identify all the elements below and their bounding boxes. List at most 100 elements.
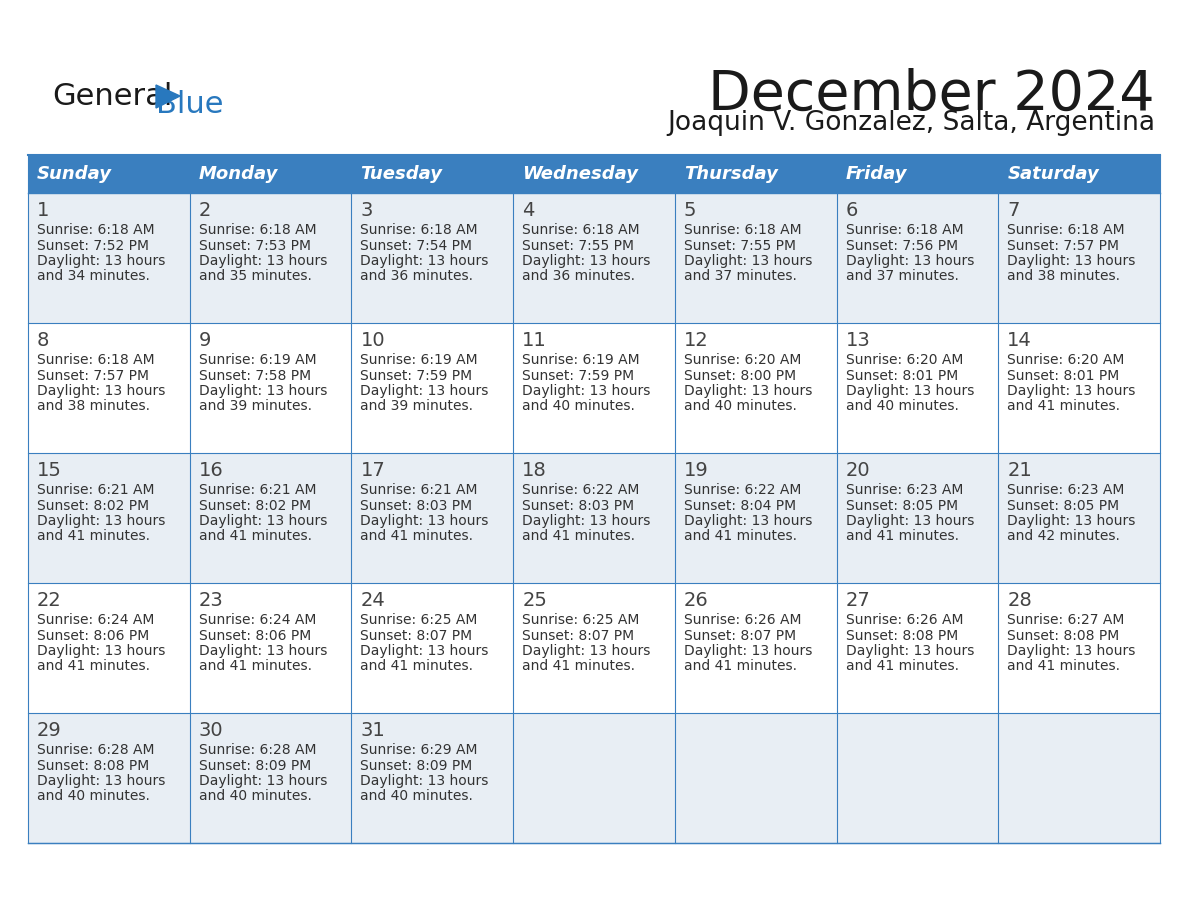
Bar	[29, 193, 1159, 323]
Text: Sunset: 7:57 PM: Sunset: 7:57 PM	[1007, 239, 1119, 252]
Text: and 41 minutes.: and 41 minutes.	[684, 530, 797, 543]
Text: Daylight: 13 hours: Daylight: 13 hours	[198, 384, 327, 398]
Bar	[29, 155, 190, 193]
Bar	[29, 713, 1159, 843]
Text: Sunset: 8:01 PM: Sunset: 8:01 PM	[846, 368, 958, 383]
Text: Sunset: 7:59 PM: Sunset: 7:59 PM	[360, 368, 473, 383]
Text: Daylight: 13 hours: Daylight: 13 hours	[198, 644, 327, 658]
Text: Daylight: 13 hours: Daylight: 13 hours	[523, 254, 651, 268]
Text: Sunrise: 6:28 AM: Sunrise: 6:28 AM	[37, 743, 154, 757]
Text: Daylight: 13 hours: Daylight: 13 hours	[684, 514, 813, 528]
Text: 11: 11	[523, 331, 546, 350]
Text: Sunset: 7:58 PM: Sunset: 7:58 PM	[198, 368, 311, 383]
Text: 22: 22	[37, 591, 62, 610]
Text: Friday: Friday	[846, 165, 908, 183]
Text: and 41 minutes.: and 41 minutes.	[198, 530, 311, 543]
Text: 13: 13	[846, 331, 871, 350]
Text: and 41 minutes.: and 41 minutes.	[37, 659, 150, 674]
Text: Daylight: 13 hours: Daylight: 13 hours	[846, 254, 974, 268]
Text: Sunrise: 6:21 AM: Sunrise: 6:21 AM	[360, 483, 478, 497]
Text: Daylight: 13 hours: Daylight: 13 hours	[37, 254, 165, 268]
Text: Daylight: 13 hours: Daylight: 13 hours	[846, 514, 974, 528]
Text: and 37 minutes.: and 37 minutes.	[846, 270, 959, 284]
Text: Sunrise: 6:28 AM: Sunrise: 6:28 AM	[198, 743, 316, 757]
Text: and 41 minutes.: and 41 minutes.	[198, 659, 311, 674]
Text: Daylight: 13 hours: Daylight: 13 hours	[1007, 514, 1136, 528]
Text: Sunrise: 6:18 AM: Sunrise: 6:18 AM	[360, 223, 478, 237]
Text: Sunrise: 6:24 AM: Sunrise: 6:24 AM	[198, 613, 316, 627]
Text: Daylight: 13 hours: Daylight: 13 hours	[523, 514, 651, 528]
Text: Sunrise: 6:18 AM: Sunrise: 6:18 AM	[198, 223, 316, 237]
Text: Sunrise: 6:25 AM: Sunrise: 6:25 AM	[523, 613, 639, 627]
Text: Sunday: Sunday	[37, 165, 112, 183]
Text: Sunset: 8:06 PM: Sunset: 8:06 PM	[37, 629, 150, 643]
Text: Sunrise: 6:26 AM: Sunrise: 6:26 AM	[846, 613, 963, 627]
Text: Sunset: 8:08 PM: Sunset: 8:08 PM	[1007, 629, 1119, 643]
Text: Sunrise: 6:26 AM: Sunrise: 6:26 AM	[684, 613, 802, 627]
Text: 6: 6	[846, 201, 858, 220]
Text: 10: 10	[360, 331, 385, 350]
Text: Sunset: 7:55 PM: Sunset: 7:55 PM	[523, 239, 634, 252]
Text: Sunset: 8:07 PM: Sunset: 8:07 PM	[523, 629, 634, 643]
Text: and 40 minutes.: and 40 minutes.	[37, 789, 150, 803]
Text: and 41 minutes.: and 41 minutes.	[360, 659, 474, 674]
Text: Daylight: 13 hours: Daylight: 13 hours	[523, 384, 651, 398]
Text: and 40 minutes.: and 40 minutes.	[846, 399, 959, 413]
Text: Sunrise: 6:18 AM: Sunrise: 6:18 AM	[37, 223, 154, 237]
Text: 23: 23	[198, 591, 223, 610]
Text: 27: 27	[846, 591, 871, 610]
Bar	[190, 155, 352, 193]
Text: 21: 21	[1007, 461, 1032, 480]
Text: Sunrise: 6:20 AM: Sunrise: 6:20 AM	[684, 353, 801, 367]
Text: 29: 29	[37, 721, 62, 740]
Text: and 41 minutes.: and 41 minutes.	[846, 530, 959, 543]
Bar	[675, 155, 836, 193]
Text: 18: 18	[523, 461, 546, 480]
Text: Sunrise: 6:18 AM: Sunrise: 6:18 AM	[846, 223, 963, 237]
Text: and 41 minutes.: and 41 minutes.	[846, 659, 959, 674]
Bar	[513, 155, 675, 193]
Polygon shape	[156, 85, 181, 108]
Text: and 39 minutes.: and 39 minutes.	[198, 399, 311, 413]
Text: Tuesday: Tuesday	[360, 165, 442, 183]
Text: 4: 4	[523, 201, 535, 220]
Text: Thursday: Thursday	[684, 165, 778, 183]
Text: and 41 minutes.: and 41 minutes.	[37, 530, 150, 543]
Text: Joaquin V. Gonzalez, Salta, Argentina: Joaquin V. Gonzalez, Salta, Argentina	[666, 110, 1155, 136]
Text: Daylight: 13 hours: Daylight: 13 hours	[360, 254, 488, 268]
Text: Daylight: 13 hours: Daylight: 13 hours	[360, 514, 488, 528]
Text: 12: 12	[684, 331, 708, 350]
Text: Sunset: 8:06 PM: Sunset: 8:06 PM	[198, 629, 311, 643]
Bar	[998, 155, 1159, 193]
Text: Monday: Monday	[198, 165, 278, 183]
Text: 20: 20	[846, 461, 870, 480]
Text: Daylight: 13 hours: Daylight: 13 hours	[37, 384, 165, 398]
Text: 30: 30	[198, 721, 223, 740]
Text: Daylight: 13 hours: Daylight: 13 hours	[846, 384, 974, 398]
Text: Daylight: 13 hours: Daylight: 13 hours	[684, 644, 813, 658]
Text: Blue: Blue	[156, 90, 223, 119]
Text: Sunset: 8:07 PM: Sunset: 8:07 PM	[360, 629, 473, 643]
Text: Sunset: 8:03 PM: Sunset: 8:03 PM	[360, 498, 473, 512]
Text: Sunrise: 6:29 AM: Sunrise: 6:29 AM	[360, 743, 478, 757]
Text: and 42 minutes.: and 42 minutes.	[1007, 530, 1120, 543]
Text: Sunrise: 6:21 AM: Sunrise: 6:21 AM	[198, 483, 316, 497]
Text: Sunset: 7:55 PM: Sunset: 7:55 PM	[684, 239, 796, 252]
Text: 1: 1	[37, 201, 50, 220]
Text: 31: 31	[360, 721, 385, 740]
Text: Sunset: 8:01 PM: Sunset: 8:01 PM	[1007, 368, 1119, 383]
Text: 14: 14	[1007, 331, 1032, 350]
Text: 17: 17	[360, 461, 385, 480]
Text: Sunrise: 6:27 AM: Sunrise: 6:27 AM	[1007, 613, 1125, 627]
Text: 26: 26	[684, 591, 708, 610]
Text: Sunrise: 6:18 AM: Sunrise: 6:18 AM	[523, 223, 640, 237]
Text: and 41 minutes.: and 41 minutes.	[684, 659, 797, 674]
Bar	[29, 583, 1159, 713]
Text: Sunrise: 6:24 AM: Sunrise: 6:24 AM	[37, 613, 154, 627]
Text: General: General	[52, 82, 172, 111]
Bar	[352, 155, 513, 193]
Text: Daylight: 13 hours: Daylight: 13 hours	[684, 384, 813, 398]
Text: Sunset: 7:56 PM: Sunset: 7:56 PM	[846, 239, 958, 252]
Text: Sunrise: 6:25 AM: Sunrise: 6:25 AM	[360, 613, 478, 627]
Text: and 41 minutes.: and 41 minutes.	[1007, 399, 1120, 413]
